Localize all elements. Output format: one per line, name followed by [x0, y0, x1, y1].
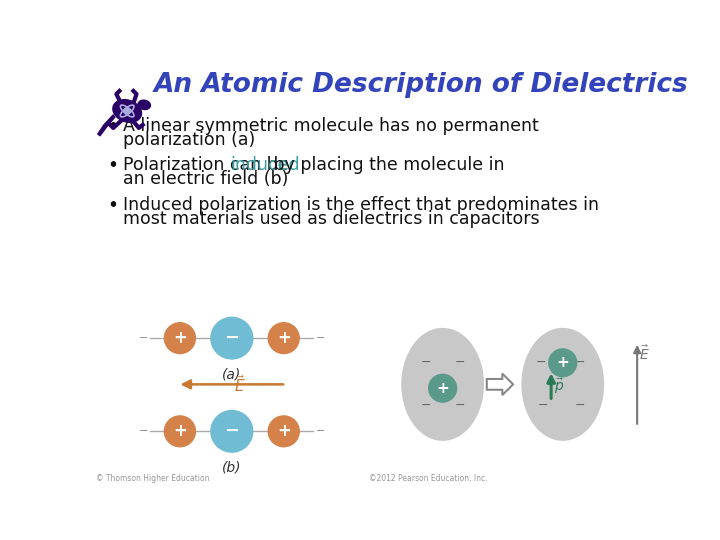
Text: polarization (a): polarization (a)	[122, 131, 255, 149]
Text: •: •	[107, 156, 118, 174]
Text: (b): (b)	[222, 461, 242, 475]
Text: induced: induced	[230, 156, 300, 174]
Text: +: +	[436, 381, 449, 396]
Ellipse shape	[402, 328, 483, 440]
Text: −: −	[315, 333, 325, 343]
Text: −: −	[224, 329, 239, 347]
Text: −: −	[536, 356, 546, 369]
Text: −: −	[139, 333, 148, 343]
Text: (a): (a)	[222, 367, 241, 381]
Text: most materials used as dielectrics in capacitors: most materials used as dielectrics in ca…	[122, 210, 539, 227]
Text: −: −	[454, 356, 465, 369]
Ellipse shape	[522, 328, 603, 440]
Circle shape	[211, 318, 253, 359]
Circle shape	[164, 323, 195, 354]
Ellipse shape	[113, 100, 142, 122]
Circle shape	[549, 349, 577, 377]
Text: •: •	[107, 117, 118, 136]
Text: an electric field (b): an electric field (b)	[122, 170, 288, 187]
Circle shape	[269, 416, 300, 447]
FancyArrow shape	[487, 374, 513, 395]
Polygon shape	[98, 115, 114, 136]
Text: +: +	[276, 329, 291, 347]
Text: •: •	[107, 195, 118, 215]
Circle shape	[211, 410, 253, 452]
Text: −: −	[139, 426, 148, 436]
Text: Induced polarization is the effect that predominates in: Induced polarization is the effect that …	[122, 195, 598, 214]
Text: ©2012 Pearson Education, Inc.: ©2012 Pearson Education, Inc.	[369, 475, 487, 483]
Text: −: −	[315, 426, 325, 436]
Text: −: −	[575, 356, 585, 369]
Text: +: +	[276, 422, 291, 440]
Text: −: −	[420, 356, 431, 369]
Text: −: −	[224, 422, 239, 440]
Ellipse shape	[138, 100, 150, 110]
Text: An Atomic Description of Dielectrics: An Atomic Description of Dielectrics	[153, 72, 688, 98]
Text: $\vec{p}$: $\vec{p}$	[554, 376, 564, 396]
Text: +: +	[557, 355, 569, 370]
Text: −: −	[420, 400, 431, 413]
Circle shape	[164, 416, 195, 447]
Text: A linear symmetric molecule has no permanent: A linear symmetric molecule has no perma…	[122, 117, 539, 135]
Circle shape	[428, 374, 456, 402]
Circle shape	[269, 323, 300, 354]
Circle shape	[124, 108, 130, 114]
Text: −: −	[538, 400, 549, 413]
Text: Polarization can be: Polarization can be	[122, 156, 294, 174]
Text: © Thomson Higher Education: © Thomson Higher Education	[96, 475, 210, 483]
Text: −: −	[575, 400, 585, 413]
Text: by placing the molecule in: by placing the molecule in	[268, 156, 505, 174]
Text: +: +	[173, 329, 186, 347]
Text: $\vec{E}$: $\vec{E}$	[639, 344, 650, 363]
Text: $\vec{E}$: $\vec{E}$	[234, 374, 246, 395]
Text: +: +	[173, 422, 186, 440]
Text: −: −	[454, 400, 465, 413]
